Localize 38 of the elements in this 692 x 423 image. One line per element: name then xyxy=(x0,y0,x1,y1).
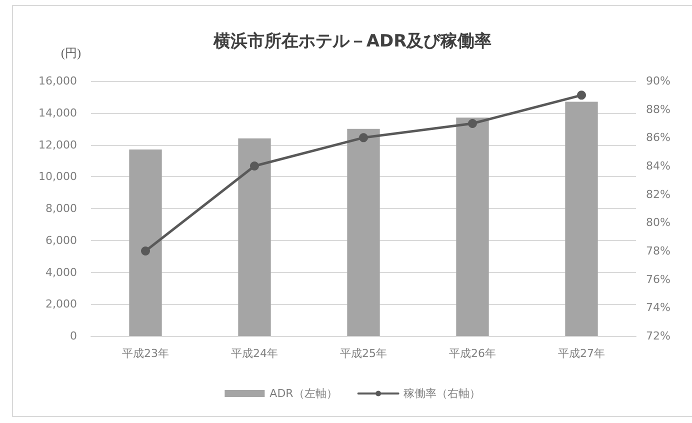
y-tick-label: 14,000 xyxy=(38,106,77,120)
y2-tick-label: 88% xyxy=(646,102,670,116)
x-tick-label: 平成26年 xyxy=(449,347,496,360)
y2-tick-label: 82% xyxy=(646,188,670,201)
y2-tick-label: 84% xyxy=(646,160,670,172)
bar xyxy=(565,102,598,336)
y2-tick-label: 80% xyxy=(646,216,670,230)
y-tick-label: 16,000 xyxy=(38,74,77,88)
y2-tick-label: 74% xyxy=(646,301,670,314)
y2-tick-label: 78% xyxy=(646,244,670,258)
bar xyxy=(238,138,271,336)
y2-tick-label: 76% xyxy=(646,272,670,286)
bar xyxy=(129,150,162,336)
point xyxy=(250,162,259,170)
point xyxy=(141,246,150,256)
bar xyxy=(347,128,380,336)
y-tick-label: 0 xyxy=(70,330,77,342)
x-tick-label: 平成24年 xyxy=(231,347,278,360)
y2-tick-label: 86% xyxy=(646,131,670,144)
y2-tick-label: 90% xyxy=(646,74,670,88)
legend-label: 稼働率（右軸） xyxy=(403,387,480,400)
y2-tick-label: 72% xyxy=(646,330,670,342)
x-tick-label: 平成23年 xyxy=(122,347,169,360)
y-axis-title: (円) xyxy=(61,46,81,60)
y-tick-label: 12,000 xyxy=(38,138,77,152)
point xyxy=(577,90,586,100)
point xyxy=(359,133,368,142)
point xyxy=(468,119,477,128)
x-tick-label: 平成27年 xyxy=(558,347,605,360)
bar xyxy=(456,118,489,336)
x-tick-label: 平成25年 xyxy=(340,347,387,360)
y-tick-label: 6,000 xyxy=(46,234,77,247)
y-tick-label: 10,000 xyxy=(38,170,77,184)
chart-title: 横浜市所在ホテル－ADR及び稼働率 xyxy=(212,32,492,52)
y-tick-label: 2,000 xyxy=(46,298,77,311)
y-tick-label: 8,000 xyxy=(46,202,77,215)
y-tick-label: 4,000 xyxy=(46,266,77,279)
legend-label: ADR（左軸） xyxy=(270,387,338,400)
